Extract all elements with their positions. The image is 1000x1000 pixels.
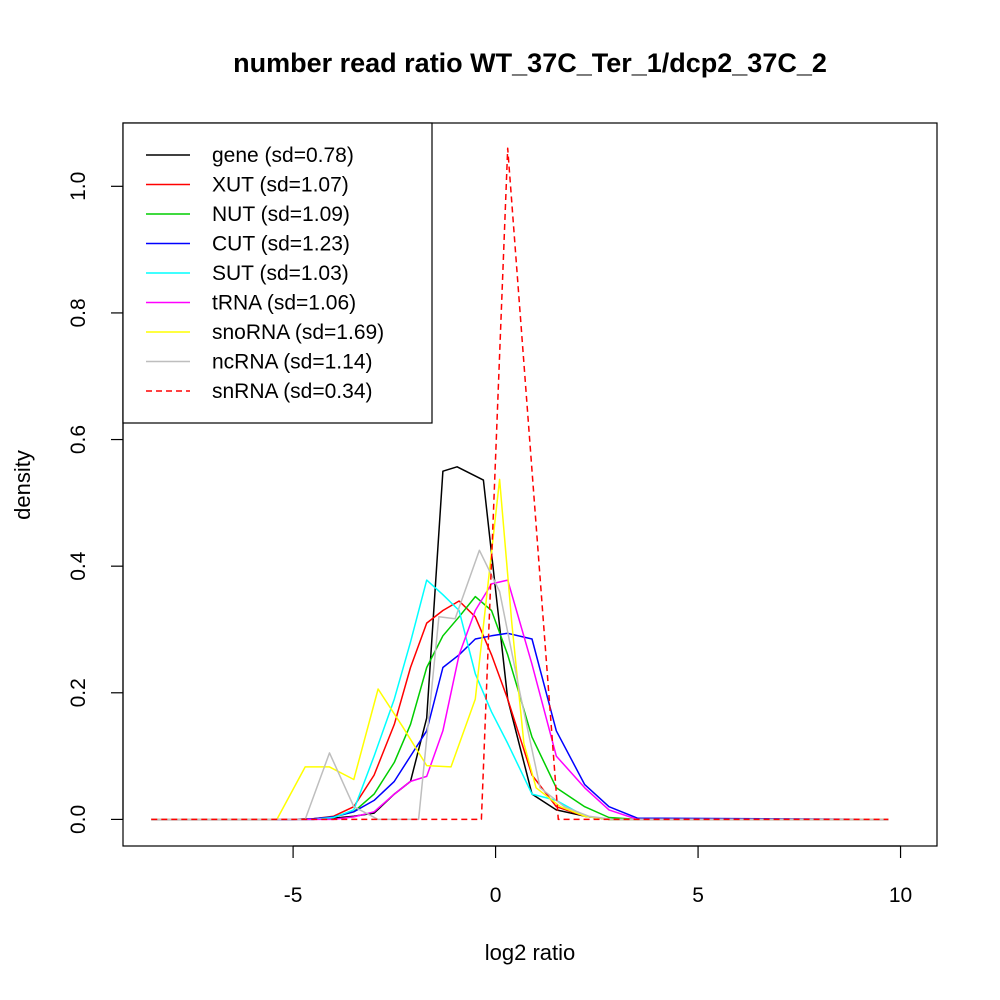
series-line-8 <box>151 147 889 821</box>
legend-label-0: gene (sd=0.78) <box>212 144 354 167</box>
plot-frame <box>122 122 938 847</box>
y-tick-label: 0.0 <box>67 805 90 834</box>
x-tick-label: 0 <box>490 884 502 907</box>
legend-label-7: ncRNA (sd=1.14) <box>212 351 373 374</box>
legend-label-2: NUT (sd=1.09) <box>212 203 350 226</box>
x-tick-label: 5 <box>692 884 704 907</box>
chart-title: number read ratio WT_37C_Ter_1/dcp2_37C_… <box>233 48 827 78</box>
legend-label-1: XUT (sd=1.07) <box>212 174 349 197</box>
legend-label-5: tRNA (sd=1.06) <box>212 292 356 315</box>
legend-label-6: snoRNA (sd=1.69) <box>212 321 384 344</box>
y-tick-label: 0.6 <box>67 425 90 454</box>
y-tick-label: 0.2 <box>67 678 90 707</box>
y-axis-label: density <box>10 450 35 520</box>
legend-label-4: SUT (sd=1.03) <box>212 262 349 285</box>
legend-label-3: CUT (sd=1.23) <box>212 233 350 256</box>
x-tick-label: 10 <box>889 884 912 907</box>
series-layer <box>151 147 889 821</box>
y-tick-label: 1.0 <box>67 172 90 201</box>
y-tick-label: 0.4 <box>67 551 90 581</box>
legend: gene (sd=0.78) XUT (sd=1.07) NUT (sd=1.09)… <box>122 122 433 424</box>
legend-label-8: snRNA (sd=0.34) <box>212 380 373 403</box>
x-tick-label: -5 <box>284 884 303 907</box>
series-line-6 <box>151 478 889 821</box>
y-tick-label: 0.8 <box>67 298 90 327</box>
series-line-7 <box>151 549 889 821</box>
x-axis-label: log2 ratio <box>485 940 576 965</box>
